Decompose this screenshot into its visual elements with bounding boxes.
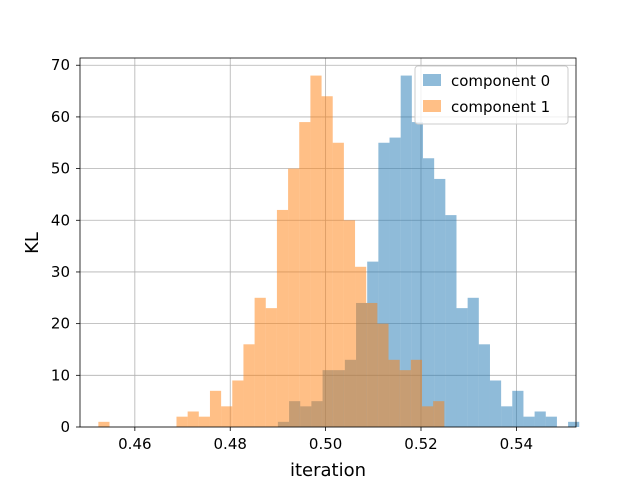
histogram-bar [377, 323, 389, 427]
histogram-bar [388, 359, 400, 427]
y-tick-label: 70 [51, 56, 70, 74]
histogram-bar [198, 416, 210, 427]
histogram-bar [422, 406, 434, 427]
y-tick-label: 0 [60, 418, 70, 436]
series-component-1 [98, 75, 445, 428]
histogram-bar [276, 209, 289, 427]
histogram-bar [288, 168, 300, 428]
histogram-bar [456, 308, 468, 427]
histogram-bar [410, 359, 423, 427]
legend: component 0 component 1 [414, 65, 569, 125]
histogram-bar [467, 297, 479, 427]
histogram-bar [254, 297, 266, 427]
histogram-bar [478, 344, 490, 427]
histogram-bar [400, 75, 412, 428]
histogram-bar [98, 421, 110, 427]
histogram-bar [332, 142, 344, 428]
histogram-bar [378, 142, 390, 428]
histogram-bar [512, 390, 524, 427]
histogram-bar [299, 122, 311, 427]
x-axis-ticks: 0.46 0.48 0.50 0.52 0.54 [118, 427, 533, 453]
y-tick-label: 20 [51, 315, 70, 333]
histogram-bar [399, 370, 411, 427]
y-tick-label: 60 [51, 108, 70, 126]
legend-swatch-component-1 [423, 100, 441, 112]
x-axis-label: iteration [290, 460, 366, 480]
histogram-bar [389, 137, 401, 427]
histogram-bar [232, 380, 244, 427]
legend-swatch-component-0 [423, 74, 441, 86]
histogram-bar [433, 401, 445, 427]
legend-frame [414, 65, 569, 125]
histogram-bar [534, 411, 546, 427]
x-tick-label: 0.50 [309, 435, 342, 453]
histogram-bar [366, 302, 378, 427]
y-tick-label: 50 [51, 160, 70, 178]
histogram-bar [221, 406, 233, 427]
histogram-bar [176, 416, 188, 427]
histogram-bar [355, 266, 367, 427]
histogram-bar [523, 416, 535, 427]
histogram-bar [501, 406, 513, 427]
x-tick-label: 0.48 [214, 435, 247, 453]
x-tick-label: 0.52 [404, 435, 437, 453]
histogram-bar [489, 380, 502, 427]
legend-label-component-1: component 1 [451, 98, 550, 116]
y-tick-label: 10 [51, 366, 70, 384]
histogram-bar [187, 411, 199, 427]
histogram-bar [411, 122, 424, 427]
histogram-bar [310, 75, 322, 428]
histogram-bar [423, 158, 435, 427]
histogram-bar [545, 416, 557, 427]
histogram-bar [243, 344, 255, 427]
x-tick-label: 0.46 [118, 435, 151, 453]
histogram-bars [98, 75, 580, 428]
histogram-bar [343, 220, 356, 427]
y-tick-label: 40 [51, 211, 70, 229]
y-axis-ticks: 0 10 20 30 40 50 60 70 [51, 56, 80, 436]
histogram-bar [209, 390, 222, 427]
y-tick-label: 30 [51, 263, 70, 281]
histogram-bar [568, 421, 580, 427]
histogram-bar [321, 96, 333, 427]
legend-label-component-0: component 0 [451, 72, 550, 90]
histogram-bar [265, 308, 277, 427]
histogram-bar [434, 178, 446, 427]
plot-frame [79, 57, 577, 428]
y-axis-label: KL [22, 232, 43, 254]
histogram-bar [445, 215, 457, 427]
x-tick-label: 0.54 [500, 435, 533, 453]
